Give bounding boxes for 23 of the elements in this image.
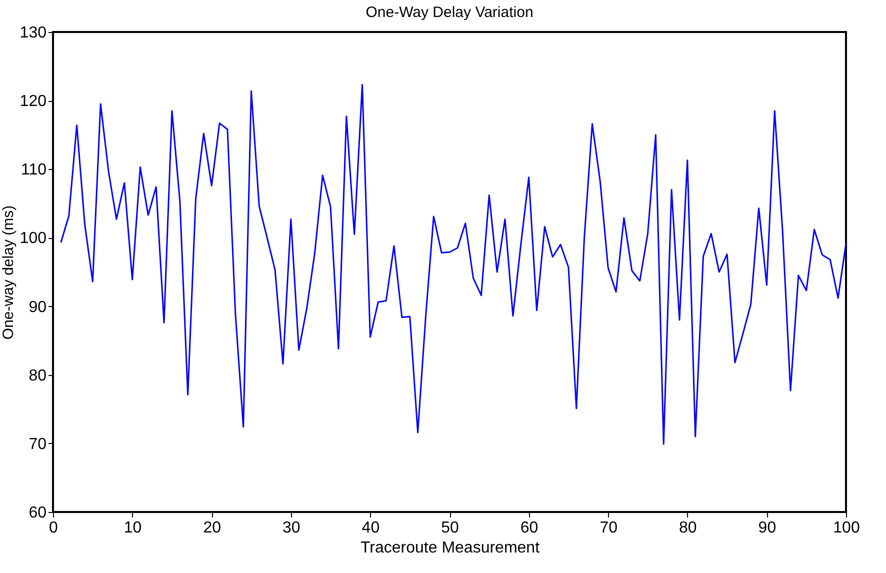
y-tick-label: 110: [20, 162, 47, 179]
x-tick-label: 50: [441, 520, 459, 536]
x-tick-label: 80: [679, 520, 697, 536]
y-tick-label: 80: [28, 367, 47, 384]
y-axis-title: One-way delay (ms): [0, 205, 17, 340]
x-tick-label: 0: [49, 520, 58, 536]
y-tick-label: 60: [28, 504, 47, 522]
x-tick-label: 20: [203, 520, 222, 536]
chart-title: One-Way Delay Variation: [366, 4, 534, 21]
x-tick-label: 10: [124, 520, 142, 536]
x-tick-label: 30: [282, 520, 300, 536]
x-tick-label: 40: [362, 520, 380, 536]
x-tick-label: 100: [833, 520, 860, 536]
y-tick-label: 120: [20, 93, 47, 110]
y-tick-label: 90: [28, 298, 47, 316]
x-axis-title: Traceroute Measurement: [360, 540, 540, 556]
y-tick-label: 70: [28, 436, 47, 453]
x-tick-label: 90: [758, 520, 776, 536]
x-tick-label: 60: [520, 520, 538, 536]
line-series: [60, 84, 847, 445]
y-tick-label: 130: [20, 24, 47, 42]
x-tick-label: 70: [600, 520, 618, 536]
y-tick-label: 100: [20, 230, 47, 248]
